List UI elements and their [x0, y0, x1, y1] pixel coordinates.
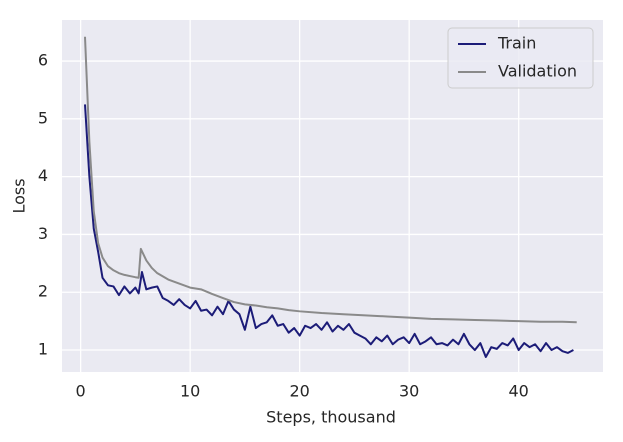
y-tick-label: 5 — [38, 108, 48, 127]
x-tick-label: 10 — [180, 382, 200, 401]
y-tick-label: 2 — [38, 282, 48, 301]
y-tick-label: 1 — [38, 340, 48, 359]
y-tick-label: 6 — [38, 51, 48, 70]
y-tick-label: 4 — [38, 166, 48, 185]
line-series — [83, 36, 577, 324]
x-tick-label: 30 — [399, 382, 419, 401]
x-tick-label: 20 — [289, 382, 309, 401]
y-tick-label: 3 — [38, 224, 48, 243]
legend-label: Train — [497, 34, 536, 53]
x-tick-label: 40 — [508, 382, 528, 401]
x-tick-label: 0 — [76, 382, 86, 401]
y-axis-label: Loss — [10, 178, 29, 213]
x-axis-label: Steps, thousand — [266, 408, 396, 427]
legend-label: Validation — [498, 62, 577, 81]
line-series — [83, 104, 574, 358]
